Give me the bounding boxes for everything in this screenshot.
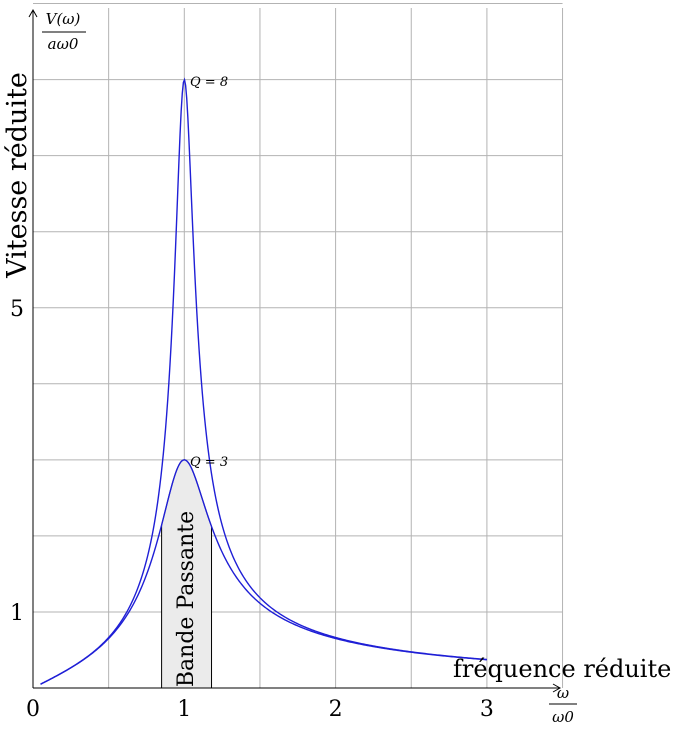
y-tick-label: 1	[10, 601, 24, 626]
x-tick-label: 1	[177, 697, 191, 722]
x-tick-label: 3	[480, 697, 494, 722]
y-axis-arrow	[28, 8, 38, 18]
series-line-q3	[40, 459, 487, 685]
x-tick-label: 2	[329, 697, 343, 722]
series-line-q8	[40, 77, 487, 685]
annotation-q8: Q = 8	[190, 75, 228, 90]
y-tick-labels: 15	[10, 297, 24, 626]
y-axis-label: Vitesse réduite	[2, 72, 33, 279]
x-unit-denominator: ω0	[552, 708, 574, 726]
y-tick-label: 5	[10, 297, 24, 322]
y-unit-numerator: V(ω)	[46, 10, 81, 28]
y-unit-denominator: aω0	[48, 35, 79, 53]
x-axis-arrow	[552, 683, 562, 693]
annotation-q3: Q = 3	[190, 455, 228, 470]
grid	[33, 3, 564, 688]
band-label: Bande Passante	[174, 511, 199, 687]
x-tick-labels: 0 1 2 3	[26, 697, 494, 722]
x-axis-label: fréquence réduite	[453, 655, 671, 683]
x-tick-label: 0	[26, 697, 40, 722]
x-unit-numerator: ω	[557, 684, 569, 702]
